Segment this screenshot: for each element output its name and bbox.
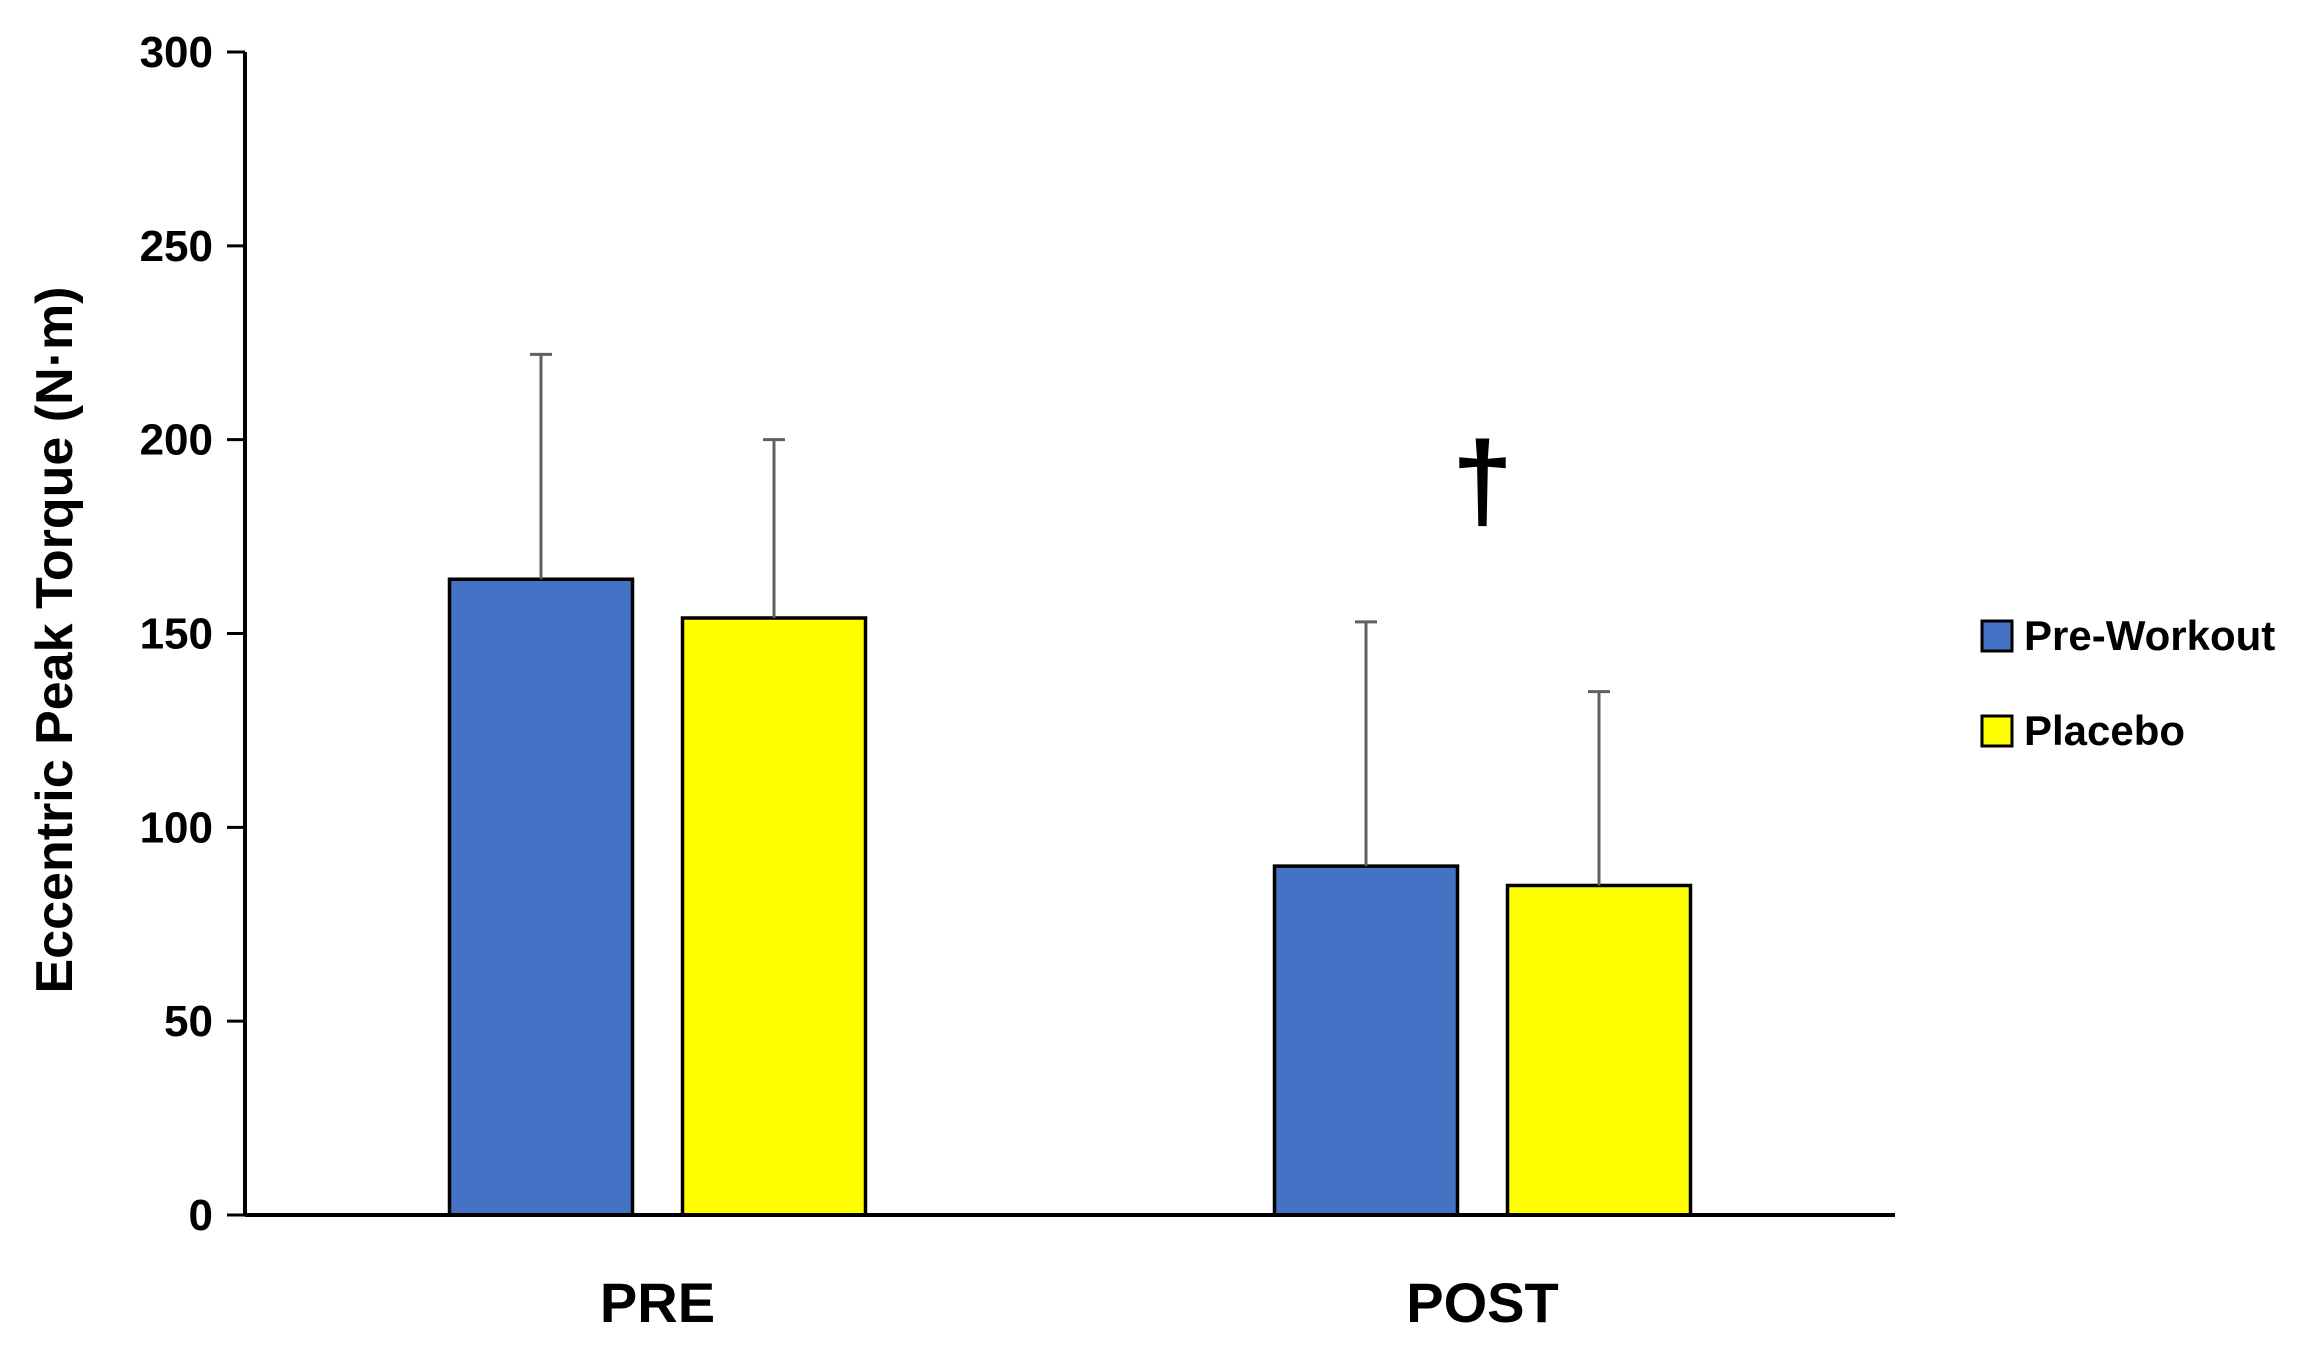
axes-group [243, 52, 1895, 1217]
category-labels: PRE POST [600, 1271, 1559, 1334]
y-tick-label: 150 [140, 610, 213, 659]
y-tick-label: 300 [140, 28, 213, 77]
y-axis-title-group: Eccentric Peak Torque (N·m) [26, 286, 84, 993]
y-tick-label: 200 [140, 416, 213, 465]
legend: Pre-Workout Placebo [1980, 612, 2275, 754]
error-bars-group [530, 352, 1610, 886]
category-label-pre: PRE [600, 1271, 715, 1334]
bar-pre-workout-pre [447, 577, 635, 1217]
legend-label-pre-workout: Pre-Workout [2024, 612, 2275, 659]
y-axis-title: Eccentric Peak Torque (N·m) [26, 286, 84, 993]
y-tick-label: 50 [164, 997, 213, 1046]
legend-swatch-pre-workout [1980, 619, 2014, 653]
significance-dagger-annotation: † [1452, 419, 1513, 542]
y-axis-ticks: 0 50 100 150 200 250 300 [140, 28, 245, 1240]
bar-placebo-pre [680, 616, 868, 1217]
legend-label-placebo: Placebo [2024, 707, 2185, 754]
legend-swatch-placebo [1980, 714, 2014, 748]
annotations-group: † [1452, 419, 1513, 542]
y-tick-label: 100 [140, 803, 213, 852]
y-tick-label: 250 [140, 222, 213, 271]
category-label-post: POST [1406, 1271, 1558, 1334]
y-tick-label: 0 [189, 1191, 213, 1240]
bars-group [447, 577, 1693, 1217]
bar-pre-workout-post [1272, 864, 1460, 1217]
bar-placebo-post [1505, 883, 1693, 1217]
